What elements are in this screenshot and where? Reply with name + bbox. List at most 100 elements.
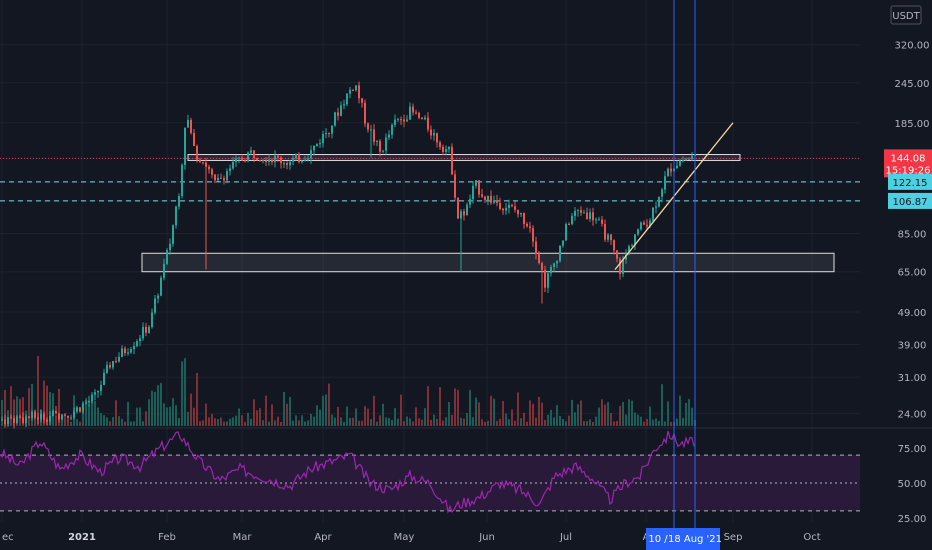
candle-body [13, 418, 15, 423]
rsi-tick-label: 50.00 [898, 479, 927, 490]
volume-bar [481, 419, 483, 426]
support-zone[interactable] [141, 252, 835, 273]
volume-bar [169, 406, 171, 426]
volume-bar [310, 413, 312, 426]
volume-bar [667, 401, 669, 426]
candle-body [361, 98, 363, 103]
time-tick-label: Jun [478, 532, 495, 543]
price-tick-label: 31.00 [898, 373, 927, 384]
candle-body [592, 212, 594, 221]
currency-badge[interactable] [890, 5, 922, 25]
rsi-pane [0, 430, 860, 515]
candle-body [559, 245, 561, 262]
time-tick-label: Mar [233, 532, 253, 543]
candle-body [541, 262, 543, 271]
volume-bar [373, 395, 375, 426]
candle-body [310, 150, 312, 159]
candle-body [577, 210, 579, 212]
volume-bar [277, 416, 279, 426]
candle-body [415, 112, 417, 114]
volume-bar [445, 417, 447, 426]
price-tick-label: 320.00 [895, 41, 930, 52]
candle-body [343, 104, 345, 106]
candle-body [127, 352, 129, 354]
candle-body [568, 223, 570, 225]
volume-bar [343, 421, 345, 426]
candle-body [352, 89, 354, 91]
candle-body [589, 212, 591, 219]
candle-body [247, 152, 249, 162]
candle-body [283, 163, 285, 165]
resistance-zone[interactable] [187, 154, 741, 161]
volume-bar [634, 412, 636, 426]
volume-bar [451, 414, 453, 426]
candle-body [67, 415, 69, 418]
time-axis[interactable]: ec2021FebMarAprMayJunJulASepOct10 /18 Au… [2, 528, 821, 550]
candle-body [103, 372, 105, 385]
volume-bar [574, 412, 576, 426]
price-axis[interactable]: 320.00 245.00 185.00 85.00 65.00 49.00 39.00 31… [884, 41, 932, 421]
volume-bar [289, 396, 291, 426]
candle-body [172, 225, 174, 244]
candle-body [583, 212, 585, 214]
volume-bar [160, 382, 162, 426]
candle-body [337, 112, 339, 116]
volume-bar [37, 355, 39, 426]
candle-body [73, 411, 75, 418]
current-price-badge[interactable] [884, 149, 932, 178]
volume-bar [544, 419, 546, 426]
volume-bar [352, 417, 354, 426]
volume-bar [241, 415, 243, 426]
volume-bar [400, 394, 402, 426]
cursor-date-badge-2[interactable] [670, 528, 720, 550]
volume-bar [1, 399, 3, 426]
horizontal-levels [0, 157, 860, 202]
cursor-date-badge-1[interactable] [646, 528, 670, 550]
volume-bar [226, 421, 228, 426]
volume-bar [502, 400, 504, 426]
volume-bar [457, 389, 459, 426]
volume-bar [328, 383, 330, 426]
volume-bar [646, 418, 648, 426]
candle-body [109, 365, 111, 368]
volume-bar [553, 417, 555, 426]
candle-body [634, 234, 636, 246]
countdown-label: 15:19:26 [886, 165, 931, 176]
rsi-tick-label: 25.00 [898, 514, 927, 525]
candle-body [547, 273, 549, 288]
candle-body [580, 210, 582, 213]
volume-bar [154, 391, 156, 426]
volume-bar [649, 406, 651, 426]
grid [0, 0, 932, 522]
volume-bar [571, 399, 573, 426]
candle-body [118, 356, 120, 362]
volume-bar [61, 420, 63, 426]
rsi-axis[interactable]: 75.00 50.00 25.00 [898, 444, 927, 525]
candle-body [550, 266, 552, 274]
volume-bar [271, 404, 273, 426]
candle-body [100, 384, 102, 391]
volume-bar [259, 408, 261, 426]
volume-bar [427, 386, 429, 426]
candle-body [295, 154, 297, 159]
level-badge-2[interactable] [888, 192, 932, 209]
volume-bar [94, 400, 96, 426]
volume-bar [547, 414, 549, 426]
candle-body [595, 219, 597, 221]
level-badge-1[interactable] [888, 173, 932, 190]
volume-bar [307, 420, 309, 426]
candle-body [184, 127, 186, 165]
volume-bar [244, 421, 246, 426]
volume-bar [529, 400, 531, 426]
volume-bar [421, 419, 423, 426]
volume-bar [79, 421, 81, 426]
volume-bar [496, 420, 498, 426]
candle-body [169, 243, 171, 251]
volume-bar [454, 388, 456, 426]
volume-bar [691, 407, 693, 426]
candle-body [451, 146, 453, 175]
volume-bar [610, 413, 612, 426]
volume-bar [394, 408, 396, 426]
volume-bar [166, 407, 168, 426]
